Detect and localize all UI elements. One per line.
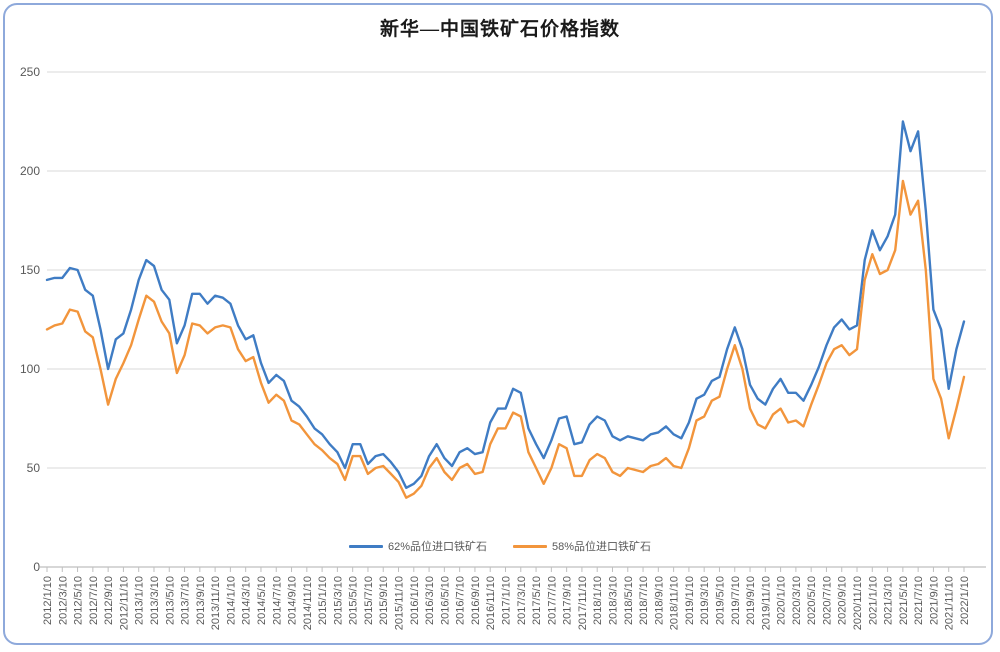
x-tick-label: 2019/5/10	[714, 576, 726, 625]
x-tick-label: 2015/7/10	[363, 576, 375, 625]
x-tick-label: 2016/1/10	[409, 576, 421, 625]
x-tick-label: 2020/5/10	[806, 576, 818, 625]
x-tick-label: 2017/11/10	[577, 576, 589, 630]
card-border	[3, 3, 993, 645]
x-tick-label: 2014/1/10	[225, 576, 237, 625]
x-tick-label: 2013/9/10	[195, 576, 207, 625]
x-tick-label: 2021/1/10	[867, 576, 879, 625]
x-tick-label: 2020/3/10	[791, 576, 803, 625]
x-tick-label: 2021/7/10	[913, 576, 925, 625]
x-tick-label: 2018/3/10	[607, 576, 619, 625]
x-tick-label: 2019/1/10	[684, 576, 696, 625]
x-tick-label: 2013/5/10	[164, 576, 176, 625]
y-tick-label-0: 0	[33, 560, 40, 574]
y-tick-label-100: 100	[20, 362, 40, 376]
x-tick-label: 2012/3/10	[57, 576, 69, 625]
x-tick-label: 2015/1/10	[317, 576, 329, 625]
legend: 62%品位进口铁矿石 58%品位进口铁矿石	[0, 538, 1000, 554]
x-tick-label: 2018/1/10	[592, 576, 604, 625]
x-tick-label: 2021/5/10	[898, 576, 910, 625]
x-tick-label: 2016/9/10	[470, 576, 482, 625]
y-tick-label-50: 50	[27, 461, 41, 475]
x-tick-label: 2012/7/10	[88, 576, 100, 625]
x-tick-label: 2016/5/10	[439, 576, 451, 625]
x-tick-label: 2019/9/10	[745, 576, 757, 625]
x-tick-label: 2012/5/10	[73, 576, 85, 625]
chart-title: 新华—中国铁矿石价格指数	[379, 19, 620, 40]
x-tick-label: 2014/9/10	[287, 576, 299, 625]
x-tick-label: 2013/1/10	[134, 576, 146, 625]
x-tick-label: 2020/9/10	[837, 576, 849, 625]
x-tick-label: 2020/1/10	[776, 576, 788, 625]
series-line-0	[45, 120, 966, 489]
x-tick-label: 2017/1/10	[501, 576, 513, 625]
x-tick-label: 2015/5/10	[348, 576, 360, 625]
x-tick-label: 2020/7/10	[821, 576, 833, 625]
legend-item-58pct: 58%品位进口铁矿石	[513, 538, 651, 554]
x-tick-label: 2017/5/10	[531, 576, 543, 625]
x-tick-label: 2014/3/10	[241, 576, 253, 625]
x-tick-label: 2018/5/10	[623, 576, 635, 625]
x-tick-label: 2012/9/10	[103, 576, 115, 625]
x-tick-label: 2017/3/10	[516, 576, 528, 625]
x-tick-label: 2014/5/10	[256, 576, 268, 625]
x-tick-label: 2021/9/10	[928, 576, 940, 625]
x-tick-label: 2021/3/10	[883, 576, 895, 625]
x-tick-label: 2021/11/10	[944, 576, 956, 630]
legend-line-62pct-icon	[348, 544, 383, 548]
x-tick-label: 2017/7/10	[546, 576, 558, 625]
x-tick-label: 2015/11/10	[394, 576, 406, 630]
x-tick-label: 2017/9/10	[562, 576, 574, 625]
x-tick-label: 2018/9/10	[653, 576, 665, 625]
x-tick-label: 2019/3/10	[699, 576, 711, 625]
legend-label-62pct: 62%品位进口铁矿石	[387, 541, 487, 553]
x-tick-label: 2012/1/10	[42, 576, 54, 625]
series-line-1	[45, 179, 966, 499]
x-tick-label: 2012/11/10	[118, 576, 130, 630]
x-tick-label: 2014/7/10	[271, 576, 283, 625]
legend-line-58pct-icon	[513, 544, 547, 548]
x-tick-label: 2015/3/10	[332, 576, 344, 625]
legend-label-58pct: 58%品位进口铁矿石	[552, 541, 652, 553]
x-tick-label: 2019/11/10	[760, 576, 772, 630]
y-tick-label-150: 150	[20, 263, 40, 277]
x-tick-label: 2016/7/10	[455, 576, 467, 625]
x-tick-label: 2014/11/10	[302, 576, 314, 630]
x-tick-label: 2013/3/10	[149, 576, 161, 625]
x-tick-label: 2016/11/10	[485, 576, 497, 630]
y-tick-label-250: 250	[20, 65, 40, 79]
x-tick-label: 2016/3/10	[424, 576, 436, 625]
x-tick-label: 2018/11/10	[669, 576, 681, 630]
x-tick-label: 2020/11/10	[852, 576, 864, 630]
x-tick-label: 2013/11/10	[210, 576, 222, 630]
x-tick-label: 2013/7/10	[180, 576, 192, 625]
x-tick-label: 2019/7/10	[730, 576, 742, 625]
y-tick-label-200: 200	[20, 164, 40, 178]
x-tick-label: 2022/1/10	[959, 576, 971, 625]
legend-item-62pct: 62%品位进口铁矿石	[348, 538, 487, 554]
x-tick-label: 2018/7/10	[638, 576, 650, 625]
x-tick-label: 2015/9/10	[378, 576, 390, 625]
